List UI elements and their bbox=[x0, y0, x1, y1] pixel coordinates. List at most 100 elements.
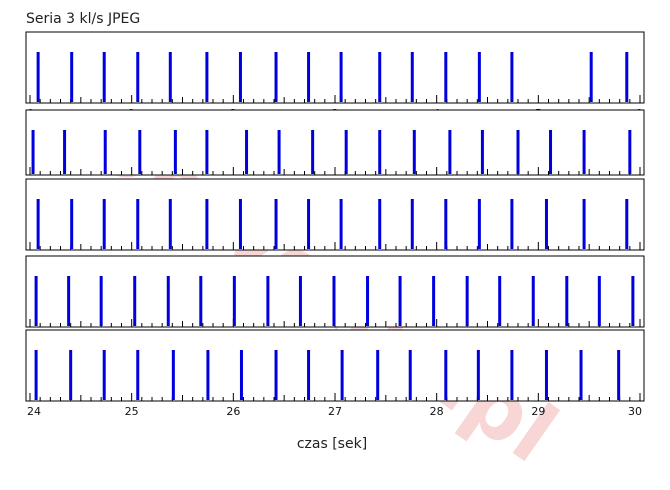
frame-bar bbox=[199, 276, 203, 326]
row-frame bbox=[25, 109, 645, 176]
frame-bar bbox=[238, 199, 242, 249]
frame-bar bbox=[378, 52, 382, 102]
frame-bar bbox=[266, 276, 270, 326]
frame-bar bbox=[625, 52, 629, 102]
tick-label: 29 bbox=[531, 405, 545, 418]
frame-bar bbox=[136, 199, 140, 249]
frame-bar bbox=[631, 276, 635, 326]
frame-bar bbox=[168, 199, 172, 249]
frame-bar bbox=[366, 276, 370, 326]
frame-bar bbox=[376, 350, 380, 400]
frame-bar bbox=[36, 199, 40, 249]
chart-rows: 0123456678910111212131415161718181920212… bbox=[25, 31, 645, 418]
row-3: 12131415161718 bbox=[25, 178, 645, 267]
frame-bar bbox=[34, 276, 38, 326]
tick-label: 25 bbox=[125, 405, 139, 418]
frame-bar bbox=[99, 276, 103, 326]
frame-bar bbox=[70, 52, 74, 102]
frame-bar bbox=[69, 350, 73, 400]
frame-bar bbox=[444, 199, 448, 249]
chart-title: Seria 3 kl/s JPEG bbox=[26, 11, 140, 27]
frame-bar bbox=[344, 130, 348, 174]
frame-bar bbox=[510, 350, 514, 400]
frame-bar bbox=[597, 276, 601, 326]
frame-bar bbox=[531, 276, 535, 326]
frame-bar bbox=[480, 130, 484, 174]
frame-bar bbox=[549, 130, 553, 174]
row-5: 24 25 26 27 28 29 30 bbox=[25, 329, 645, 418]
frame-bar bbox=[378, 130, 382, 174]
frame-bar bbox=[510, 199, 514, 249]
frame-bar bbox=[628, 130, 632, 174]
frame-bar bbox=[298, 276, 302, 326]
frame-bar bbox=[70, 199, 74, 249]
x-axis-label: czas [sek] bbox=[297, 436, 367, 452]
frame-bar bbox=[67, 276, 71, 326]
frame-bar bbox=[448, 130, 452, 174]
frame-bar bbox=[63, 130, 67, 174]
tick-label: 27 bbox=[328, 405, 342, 418]
frame-bar bbox=[168, 52, 172, 102]
frame-bar bbox=[205, 199, 209, 249]
frame-bar bbox=[544, 350, 548, 400]
frame-bar bbox=[339, 52, 343, 102]
frame-bar bbox=[410, 52, 414, 102]
frame-bar bbox=[340, 350, 344, 400]
frame-bar bbox=[36, 52, 40, 102]
frame-bar bbox=[274, 199, 278, 249]
frame-bar bbox=[444, 350, 448, 400]
frame-bar bbox=[136, 350, 140, 400]
frame-bar bbox=[138, 130, 142, 174]
frame-bar bbox=[410, 199, 414, 249]
frame-bar bbox=[582, 130, 586, 174]
frame-bar bbox=[232, 276, 236, 326]
frame-bar bbox=[245, 130, 249, 174]
frame-bar bbox=[206, 350, 210, 400]
frame-bar bbox=[173, 130, 177, 174]
frame-bar bbox=[516, 130, 520, 174]
frame-bar bbox=[274, 350, 278, 400]
frame-bar bbox=[565, 276, 569, 326]
tick-label: 30 bbox=[628, 405, 642, 418]
frame-bar bbox=[339, 199, 343, 249]
frame-bar bbox=[166, 276, 170, 326]
row-4: 18192021222324 bbox=[25, 255, 645, 344]
frame-bar bbox=[238, 52, 242, 102]
frame-bar bbox=[617, 350, 621, 400]
frame-bar bbox=[103, 130, 107, 174]
frame-bar bbox=[408, 350, 412, 400]
frame-bar bbox=[444, 52, 448, 102]
frame-bar bbox=[378, 199, 382, 249]
frame-bar bbox=[34, 350, 38, 400]
frame-bar bbox=[625, 199, 629, 249]
tick-label: 24 bbox=[27, 405, 41, 418]
frame-bar bbox=[498, 276, 502, 326]
frame-bar bbox=[477, 199, 481, 249]
frame-bar bbox=[432, 276, 436, 326]
frame-bar bbox=[412, 130, 416, 174]
tick-label: 26 bbox=[226, 405, 240, 418]
frame-bar bbox=[136, 52, 140, 102]
frame-bar bbox=[307, 199, 311, 249]
frame-bar bbox=[476, 350, 480, 400]
frame-bar bbox=[582, 199, 586, 249]
frame-bar bbox=[102, 350, 106, 400]
frame-bar bbox=[102, 52, 106, 102]
frame-bar bbox=[171, 350, 175, 400]
frame-bar bbox=[544, 199, 548, 249]
frame-bar bbox=[239, 350, 243, 400]
frame-bar bbox=[31, 130, 35, 174]
row-frame bbox=[25, 178, 645, 251]
frame-bar bbox=[307, 350, 311, 400]
frame-bar bbox=[277, 130, 281, 174]
frame-bar bbox=[311, 130, 315, 174]
frame-bar bbox=[589, 52, 593, 102]
frame-bar bbox=[477, 52, 481, 102]
tick-label: 28 bbox=[430, 405, 444, 418]
frame-bar bbox=[205, 130, 209, 174]
row-frame bbox=[25, 31, 645, 104]
row-frame bbox=[25, 329, 645, 402]
frame-bar bbox=[307, 52, 311, 102]
frame-bar bbox=[398, 276, 402, 326]
